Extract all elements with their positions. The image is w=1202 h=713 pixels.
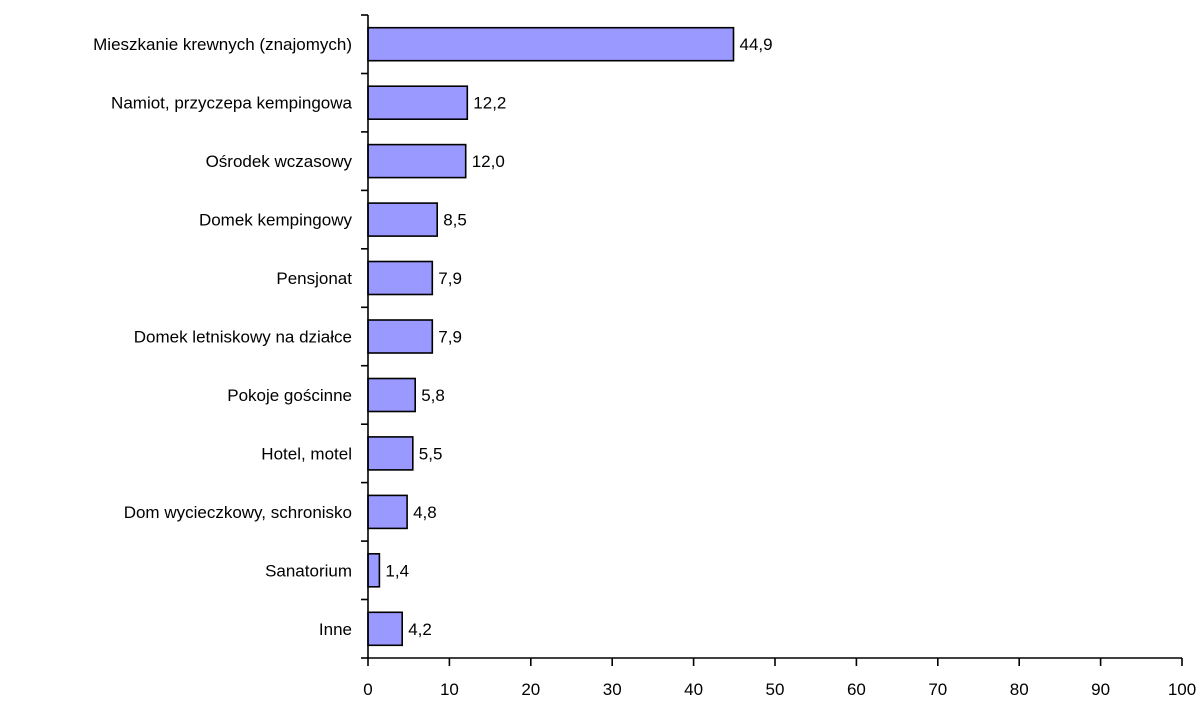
category-label: Ośrodek wczasowy bbox=[206, 152, 353, 171]
bar bbox=[367, 319, 434, 354]
category-label: Inne bbox=[319, 620, 352, 639]
x-tick-label: 50 bbox=[766, 680, 785, 699]
category-label: Pensjonat bbox=[276, 269, 352, 288]
category-label: Sanatorium bbox=[265, 561, 352, 580]
bar bbox=[367, 436, 414, 471]
data-label: 1,4 bbox=[385, 561, 409, 580]
data-label: 7,9 bbox=[438, 328, 462, 347]
data-label: 12,2 bbox=[473, 94, 506, 113]
value-labels-group: 44,9 12,2 12,0 8,5 7,9 7,9 5,8 5,5 4,8 1,4 4,2 bbox=[385, 35, 772, 639]
bar bbox=[367, 260, 434, 296]
category-label: Mieszkanie krewnych (znajomych) bbox=[93, 35, 352, 54]
x-axis: 0 10 20 30 40 50 60 70 80 90 100 bbox=[363, 657, 1196, 699]
bars-group bbox=[367, 26, 735, 647]
x-tick-label: 60 bbox=[847, 680, 866, 699]
data-label: 4,8 bbox=[413, 503, 437, 522]
bar bbox=[367, 494, 408, 530]
data-label: 7,9 bbox=[438, 269, 462, 288]
y-axis bbox=[361, 14, 369, 659]
bar bbox=[367, 85, 469, 120]
category-label: Namiot, przyczepa kempingowa bbox=[111, 94, 352, 113]
data-label: 44,9 bbox=[740, 35, 773, 54]
category-label: Hotel, motel bbox=[261, 444, 352, 463]
category-label: Pokoje gościnne bbox=[227, 386, 352, 405]
category-labels-group: Mieszkanie krewnych (znajomych) Namiot, p… bbox=[93, 35, 352, 639]
data-label: 4,2 bbox=[408, 620, 432, 639]
data-label: 5,5 bbox=[419, 444, 443, 463]
x-tick-label: 0 bbox=[363, 680, 372, 699]
category-label: Domek kempingowy bbox=[199, 211, 353, 230]
x-tick-label: 30 bbox=[603, 680, 622, 699]
x-tick-label: 80 bbox=[1010, 680, 1029, 699]
bar bbox=[367, 202, 438, 237]
x-tick-label: 10 bbox=[440, 680, 459, 699]
data-label: 8,5 bbox=[443, 211, 467, 230]
bar bbox=[367, 26, 735, 62]
bar bbox=[367, 377, 417, 413]
x-tick-label: 20 bbox=[521, 680, 540, 699]
x-tick-label: 90 bbox=[1091, 680, 1110, 699]
category-label: Dom wycieczkowy, schronisko bbox=[124, 503, 352, 522]
x-tick-label: 40 bbox=[684, 680, 703, 699]
data-label: 5,8 bbox=[421, 386, 445, 405]
data-label: 12,0 bbox=[472, 152, 505, 171]
bar bbox=[367, 143, 467, 179]
category-label: Domek letniskowy na działce bbox=[134, 328, 352, 347]
x-tick-label: 100 bbox=[1168, 680, 1196, 699]
bar bbox=[367, 552, 381, 588]
x-tick-label: 70 bbox=[928, 680, 947, 699]
bar bbox=[367, 611, 404, 647]
